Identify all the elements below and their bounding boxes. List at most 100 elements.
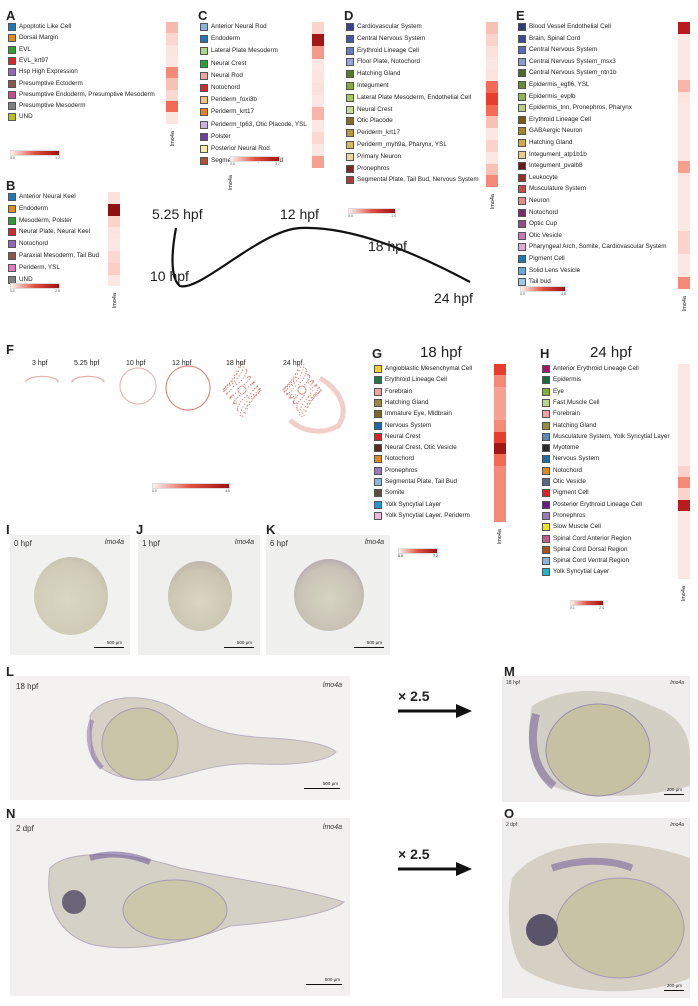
legend-item: Neural Rod (200, 71, 243, 81)
legend-label: Central Nervous System_msx3 (529, 57, 616, 65)
legend-label: Posterior Neural Rod (211, 145, 270, 152)
spatial-dot (284, 390, 286, 392)
spatial-dot (177, 406, 179, 409)
spatial-dot (208, 380, 210, 382)
legend-swatch (542, 466, 550, 475)
legend-item: Brain, Spinal Cord (518, 34, 580, 44)
heatmap-cell (494, 431, 506, 444)
spatial-dot (239, 393, 242, 395)
legend-swatch (346, 164, 354, 173)
spatial-dot (119, 388, 121, 390)
spatial-dot (130, 402, 133, 404)
spatial-dot (290, 380, 292, 383)
spatial-dot (134, 403, 137, 405)
heatmap-gene-label: lmo4a (112, 293, 118, 309)
spatial-dot (119, 381, 122, 383)
spatial-dot (303, 401, 305, 403)
spatial-dot (255, 386, 257, 388)
stage-label: 10 hpf (126, 360, 146, 367)
spatial-dot (234, 402, 236, 405)
spatial-dot (176, 368, 178, 370)
spatial-dot (223, 387, 225, 389)
legend-item: Leukocyte (518, 173, 558, 183)
legend-item: Nervous System (542, 454, 599, 464)
spatial-dot (283, 388, 285, 390)
spatial-dot (299, 411, 301, 413)
heatmap-cell (486, 22, 498, 34)
spatial-dot (297, 403, 299, 405)
panel-letter-n: N (6, 806, 16, 821)
legend-item: Anterior Neural Rod (200, 22, 267, 32)
spatial-dot (167, 395, 169, 398)
spatial-dot (306, 402, 308, 404)
spatial-dot (139, 367, 142, 369)
legend-item: Epidermis_egfl6, YSL (518, 80, 589, 90)
panel-h-title: 24 hpf (590, 344, 632, 361)
spatial-dot (183, 365, 185, 368)
spatial-dot (231, 396, 233, 398)
spatial-dot (240, 401, 242, 403)
spatial-dot (306, 406, 308, 408)
legend-swatch (8, 113, 16, 122)
heatmap-panel-b (108, 192, 120, 287)
spatial-dot (295, 402, 297, 404)
heatmap-cell (678, 126, 690, 138)
spatial-dot (257, 390, 259, 392)
legend-swatch (8, 204, 16, 213)
colorbar: 0.0 2.5 (10, 283, 60, 293)
spatial-dot (230, 397, 232, 399)
spatial-dot (185, 365, 187, 367)
legend-label: Periderm_myh9a, Pharynx, YSL (357, 141, 447, 148)
spatial-dot (206, 376, 208, 378)
spatial-dot (248, 398, 250, 400)
spatial-dot (199, 369, 201, 371)
spatial-dot (224, 386, 227, 388)
legend-item: Epidermis_tnn, Pronephros, Pharynx (518, 103, 632, 113)
heatmap-gene-label: lmo4a (681, 585, 687, 601)
spatial-dot (287, 393, 289, 395)
legend-item: Blood Vessel Endothelial Cell (518, 22, 611, 32)
heatmap-cell (486, 92, 498, 105)
heatmap-cell (108, 203, 120, 216)
heatmap-gene-label: lmo4a (170, 130, 176, 146)
spatial-dot (135, 367, 138, 369)
embryo-image (294, 559, 364, 631)
heatmap-panel-g (494, 364, 506, 523)
legend-label: Neural Crest (211, 59, 247, 67)
legend-label: Yolk Syncytial Layer, Periderm (385, 511, 470, 519)
spatial-dot (292, 388, 294, 390)
legend-item: Periderm_myh9a, Pharynx, YSL (346, 140, 447, 150)
legend-item: Pronephros (346, 164, 390, 174)
spatial-dot (255, 394, 257, 397)
spatial-dot (155, 388, 157, 390)
colorbar-max: 4.5 (225, 489, 230, 493)
heatmap-cell (108, 227, 120, 240)
heatmap-cell (486, 33, 498, 46)
heatmap-cell (678, 409, 690, 421)
heatmap-cell (678, 386, 690, 398)
legend-swatch (346, 46, 354, 55)
spatial-dot (243, 363, 245, 366)
panel-letter-m: M (504, 664, 515, 679)
spatial-dot (131, 402, 134, 404)
panel-letter-h: H (540, 346, 550, 361)
legend-item: Central Nervous System_msx3 (518, 57, 616, 67)
spatial-dot (305, 373, 307, 375)
legend-label: Pronephros (357, 164, 390, 172)
spatial-dot (245, 390, 247, 393)
spatial-dot (129, 369, 131, 371)
legend-swatch (8, 193, 16, 201)
legend-item: Yolk Syncytial Layer (542, 567, 609, 577)
spatial-dot (245, 382, 247, 384)
legend-swatch (542, 523, 550, 532)
spatial-dot (129, 401, 131, 403)
spatial-dot (123, 396, 125, 398)
legend-label: Brain, Spinal Cord (529, 34, 581, 42)
legend-swatch (346, 129, 354, 138)
spatial-dot (242, 377, 244, 379)
legend-item: Integument_atp1b1b (518, 150, 587, 160)
spatial-dot (42, 375, 44, 378)
spatial-dot (300, 385, 302, 387)
spatial-dot (315, 391, 317, 394)
colorbar: 0.0 3.5 (520, 286, 566, 296)
